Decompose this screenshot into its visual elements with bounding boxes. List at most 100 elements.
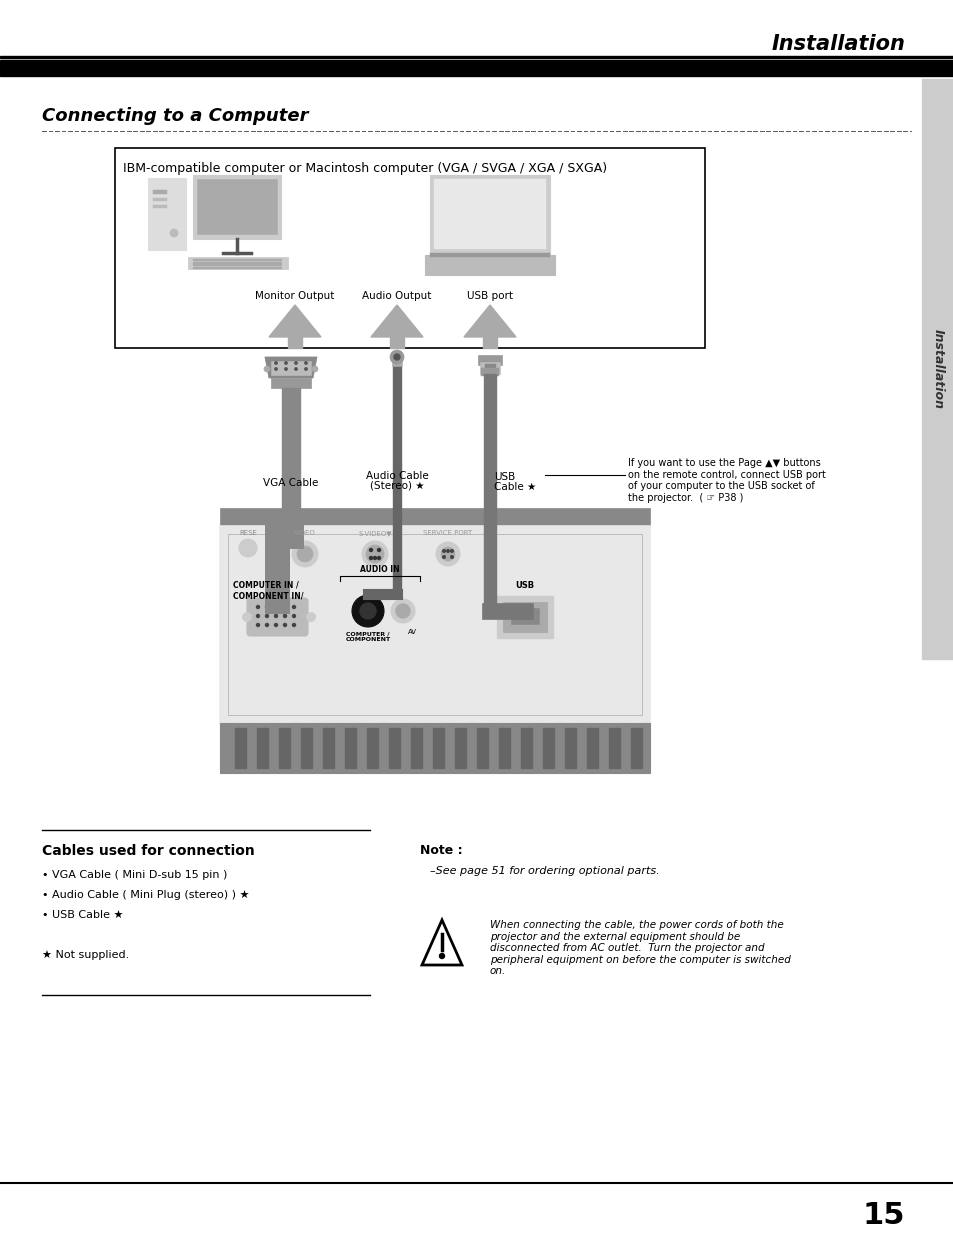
Circle shape (285, 368, 287, 370)
Bar (484, 364, 495, 368)
Text: COMPUTER /
COMPONENT: COMPUTER / COMPONENT (345, 631, 390, 642)
Text: RESE: RESE (239, 530, 256, 536)
Bar (433, 727, 443, 768)
Bar (479, 362, 499, 374)
Circle shape (436, 542, 459, 566)
Circle shape (446, 550, 449, 552)
Text: Audio Output: Audio Output (362, 291, 432, 301)
Bar (345, 727, 355, 768)
Bar (564, 727, 576, 768)
Bar (482, 337, 497, 348)
Circle shape (312, 366, 317, 372)
Circle shape (352, 595, 384, 627)
Circle shape (369, 548, 372, 552)
Circle shape (369, 557, 372, 559)
Circle shape (296, 546, 313, 562)
Circle shape (366, 545, 384, 563)
Text: USB: USB (515, 580, 534, 590)
Bar (282, 526, 299, 541)
Bar (220, 508, 649, 526)
Polygon shape (463, 305, 516, 337)
Circle shape (293, 605, 295, 609)
Bar (188, 257, 288, 269)
Circle shape (274, 615, 277, 618)
Text: When connecting the cable, the power cords of both the
projector and the externa: When connecting the cable, the power cor… (490, 920, 790, 977)
Circle shape (242, 613, 252, 621)
Circle shape (304, 368, 307, 370)
Bar (234, 727, 246, 768)
Text: 15: 15 (862, 1200, 904, 1230)
Circle shape (361, 541, 388, 567)
Bar (115, 148, 704, 348)
Bar (430, 253, 550, 257)
Circle shape (256, 624, 259, 626)
Circle shape (256, 615, 259, 618)
Text: ★ Not supplied.: ★ Not supplied. (42, 950, 129, 960)
Circle shape (390, 350, 403, 364)
Bar (271, 378, 311, 388)
Bar (271, 361, 311, 375)
Bar (392, 358, 401, 366)
Bar (498, 727, 510, 768)
Bar (542, 727, 554, 768)
Circle shape (283, 624, 286, 626)
Bar (608, 727, 619, 768)
Bar (483, 374, 496, 469)
Bar (455, 727, 465, 768)
Circle shape (292, 541, 317, 567)
Circle shape (377, 557, 380, 559)
Circle shape (256, 605, 259, 609)
Bar (390, 337, 403, 348)
Bar (434, 179, 545, 249)
Circle shape (274, 605, 277, 609)
Bar (228, 534, 641, 715)
Text: AUDIO IN: AUDIO IN (360, 564, 399, 574)
Bar (476, 727, 488, 768)
Circle shape (394, 354, 399, 359)
Circle shape (274, 368, 277, 370)
Bar (430, 175, 550, 254)
Circle shape (264, 366, 270, 372)
Bar (483, 469, 496, 611)
Text: Connecting to a Computer: Connecting to a Computer (42, 107, 308, 125)
Bar (520, 727, 532, 768)
Bar (193, 175, 281, 240)
Circle shape (265, 605, 268, 609)
Text: IBM-compatible computer or Macintosh computer (VGA / SVGA / XGA / SXGA): IBM-compatible computer or Macintosh com… (123, 162, 606, 175)
Bar (256, 727, 268, 768)
Circle shape (440, 547, 455, 561)
Bar (480, 368, 498, 375)
Bar (393, 366, 400, 466)
Circle shape (170, 228, 178, 237)
Bar (301, 727, 312, 768)
Circle shape (285, 362, 287, 364)
Circle shape (439, 953, 444, 958)
Polygon shape (265, 357, 316, 378)
Circle shape (274, 362, 277, 364)
Bar (282, 388, 299, 473)
Text: –See page 51 for ordering optional parts.: –See page 51 for ordering optional parts… (430, 866, 659, 876)
Text: VIDEO: VIDEO (294, 530, 315, 536)
Text: Cables used for connection: Cables used for connection (42, 844, 254, 858)
Bar (148, 178, 186, 249)
Text: Monitor Output: Monitor Output (255, 291, 335, 301)
Circle shape (442, 556, 445, 558)
Circle shape (283, 605, 286, 609)
Bar (393, 466, 400, 594)
Bar (389, 727, 399, 768)
Bar (497, 597, 553, 638)
Text: SERVICE PORT: SERVICE PORT (423, 530, 472, 536)
Circle shape (239, 538, 256, 557)
Bar (502, 601, 546, 632)
Circle shape (442, 550, 445, 552)
Text: • Audio Cable ( Mini Plug (stereo) ) ★: • Audio Cable ( Mini Plug (stereo) ) ★ (42, 890, 250, 900)
Circle shape (391, 599, 415, 622)
Bar (196, 179, 276, 233)
Bar (288, 337, 302, 348)
Bar (511, 608, 538, 624)
Circle shape (265, 615, 268, 618)
Text: • USB Cable ★: • USB Cable ★ (42, 910, 123, 920)
Text: VGA Cable: VGA Cable (263, 478, 318, 488)
Circle shape (306, 613, 315, 621)
Text: AV: AV (408, 629, 416, 635)
